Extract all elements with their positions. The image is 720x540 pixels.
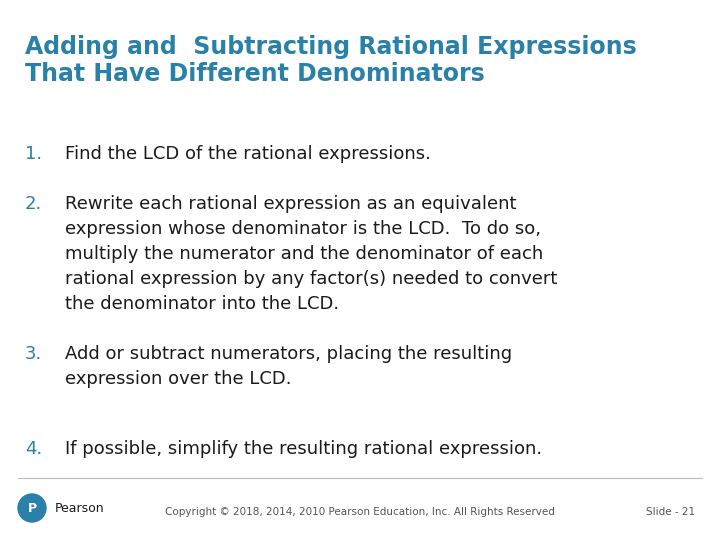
Text: That Have Different Denominators: That Have Different Denominators (25, 62, 485, 86)
Text: rational expression by any factor(s) needed to convert: rational expression by any factor(s) nee… (65, 270, 557, 288)
Text: expression whose denominator is the LCD.  To do so,: expression whose denominator is the LCD.… (65, 220, 541, 238)
Text: expression over the LCD.: expression over the LCD. (65, 370, 292, 388)
Text: 2.: 2. (25, 195, 42, 213)
Circle shape (18, 494, 46, 522)
Text: the denominator into the LCD.: the denominator into the LCD. (65, 295, 339, 313)
Text: Pearson: Pearson (55, 502, 104, 515)
Text: Find the LCD of the rational expressions.: Find the LCD of the rational expressions… (65, 145, 431, 163)
Text: 4.: 4. (25, 440, 42, 458)
Text: Slide - 21: Slide - 21 (646, 507, 695, 517)
Text: Rewrite each rational expression as an equivalent: Rewrite each rational expression as an e… (65, 195, 516, 213)
Text: 1.: 1. (25, 145, 42, 163)
Text: If possible, simplify the resulting rational expression.: If possible, simplify the resulting rati… (65, 440, 542, 458)
Text: Add or subtract numerators, placing the resulting: Add or subtract numerators, placing the … (65, 345, 512, 363)
Text: 3.: 3. (25, 345, 42, 363)
Text: Copyright © 2018, 2014, 2010 Pearson Education, Inc. All Rights Reserved: Copyright © 2018, 2014, 2010 Pearson Edu… (165, 507, 555, 517)
Text: Adding and  Subtracting Rational Expressions: Adding and Subtracting Rational Expressi… (25, 35, 636, 59)
Text: P: P (27, 502, 37, 515)
Text: multiply the numerator and the denominator of each: multiply the numerator and the denominat… (65, 245, 544, 263)
